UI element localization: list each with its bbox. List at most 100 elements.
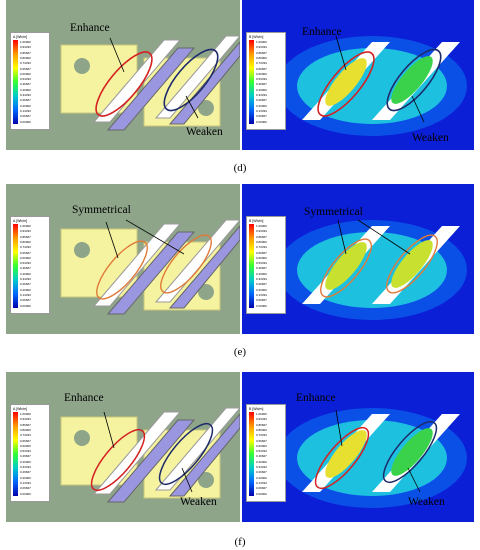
symmetric-ellipse-1 xyxy=(320,238,372,298)
legend-value: 0.06667 xyxy=(256,114,267,119)
legend-value: 0.13333 xyxy=(256,292,267,297)
legend-value: 0.93333 xyxy=(256,229,267,234)
legend-value: 0.80000 xyxy=(20,239,31,244)
hole-2 xyxy=(198,472,214,488)
weaken-label: Weaken xyxy=(186,126,223,138)
legend-value: 0.20000 xyxy=(20,287,31,292)
legend-value: 0.26667 xyxy=(20,470,31,475)
enhance-pointer xyxy=(335,409,343,447)
legend-value: 1.00000 xyxy=(20,224,31,228)
legend-value: 0.53333 xyxy=(20,77,31,82)
legend-value: 0.40000 xyxy=(256,271,267,276)
legend-value: 0.00000 xyxy=(20,491,31,496)
legend-title: A [Wb/m] xyxy=(13,407,28,411)
symmetric-pointer-1 xyxy=(337,219,347,255)
legend-value: 0.60000 xyxy=(256,71,267,76)
enhance-ellipse xyxy=(317,51,375,117)
purple-bar-1 xyxy=(106,231,196,315)
legend-colorbar xyxy=(249,412,254,496)
purple-bar-1 xyxy=(106,47,196,131)
legend-value: 0.80000 xyxy=(256,427,267,432)
caption-e: (e) xyxy=(233,346,247,358)
legend-value: 0.06667 xyxy=(256,486,267,491)
flux-density-panel-f: B [Wb/m] 1.00000 0.93333 0.86667 0.80000 0.7… xyxy=(242,372,476,522)
legend-colorbar xyxy=(13,224,18,308)
legend-value: 0.53333 xyxy=(20,449,31,454)
legend-value: 0.46667 xyxy=(20,266,31,271)
legend-value: 1.00000 xyxy=(256,224,267,228)
legend-value: 0.13333 xyxy=(256,108,267,113)
legend-value: 0.46667 xyxy=(20,454,31,459)
legend-value: 0.66667 xyxy=(256,250,267,255)
field-mid xyxy=(297,420,447,496)
enhance-label: Enhance xyxy=(64,392,104,404)
legend-value: 0.06667 xyxy=(256,298,267,303)
weaken-ellipse xyxy=(163,48,219,112)
legend-value: 0.66667 xyxy=(20,66,31,71)
hole-1 xyxy=(74,430,90,446)
legend-value: 0.33333 xyxy=(20,465,31,469)
vector-potential-panel-f: A [Wb/m] 1.00000 0.93333 0.86667 0.80000 0.7… xyxy=(6,372,240,522)
legend-colorbar xyxy=(13,40,18,124)
legend-value: 0.93333 xyxy=(20,45,31,50)
legend-value: 0.60000 xyxy=(20,71,31,76)
legend-value: 0.00000 xyxy=(20,303,31,308)
white-bar-1 xyxy=(92,39,182,123)
legend-value: 0.66667 xyxy=(20,250,31,255)
flux-density-panel-d: B [Wb/m] 1.00000 0.93333 0.86667 0.80000 0.7… xyxy=(242,0,476,150)
legend-value: 0.93333 xyxy=(20,417,31,422)
purple-bar-2 xyxy=(168,225,240,309)
enhance-label: Enhance xyxy=(296,392,336,404)
legend-value: 0.53333 xyxy=(20,261,31,266)
legend-value: 0.73333 xyxy=(256,61,267,66)
hot-spot-1 xyxy=(325,430,367,478)
legend-value: 0.26667 xyxy=(256,98,267,103)
legend-value: 0.20000 xyxy=(256,103,267,108)
legend-value: 0.06667 xyxy=(20,114,31,119)
enhance-pointer xyxy=(335,35,347,71)
legend-value: 0.33333 xyxy=(20,277,31,281)
symmetrical-label: Symmetrical xyxy=(72,204,131,216)
legend-e-left: A [Wb/m] 1.00000 0.93333 0.86667 0.80000 0.7… xyxy=(10,216,50,314)
symmetric-ellipse-2 xyxy=(386,234,438,294)
legend-title: A [Wb/m] xyxy=(13,35,28,39)
legend-value: 0.13333 xyxy=(20,480,31,485)
legend-value: 0.40000 xyxy=(256,87,267,92)
legend-value: 0.46667 xyxy=(256,266,267,271)
figure-row-f: A [Wb/m] 1.00000 0.93333 0.86667 0.80000 0.7… xyxy=(6,372,474,522)
legend-value: 1.00000 xyxy=(20,40,31,44)
legend-value: 0.60000 xyxy=(256,255,267,260)
legend-value: 0.93333 xyxy=(20,229,31,234)
hot-spot-2 xyxy=(391,56,433,104)
legend-d-right: B [Wb/m] 1.00000 0.93333 0.86667 0.80000 0.7… xyxy=(246,32,286,130)
legend-value: 0.20000 xyxy=(20,103,31,108)
legend-value: 0.60000 xyxy=(256,443,267,448)
legend-value: 0.53333 xyxy=(256,449,267,454)
enhance-ellipse xyxy=(90,428,146,492)
weaken-pointer xyxy=(411,95,425,123)
enhance-ellipse xyxy=(95,51,153,117)
legend-value: 0.60000 xyxy=(20,443,31,448)
legend-value: 1.00000 xyxy=(20,412,31,416)
legend-value: 0.86667 xyxy=(256,50,267,55)
hot-spot-2 xyxy=(391,240,433,288)
weaken-ellipse xyxy=(386,48,442,112)
legend-e-right: B [Wb/m] 1.00000 0.93333 0.86667 0.80000 0.7… xyxy=(246,216,286,314)
legend-value: 0.13333 xyxy=(256,480,267,485)
legend-value: 0.80000 xyxy=(20,55,31,60)
legend-value: 0.46667 xyxy=(256,454,267,459)
white-bar-2 xyxy=(154,219,240,303)
legend-value: 0.93333 xyxy=(256,45,267,50)
legend-value: 0.40000 xyxy=(20,271,31,276)
hole-2 xyxy=(198,284,214,300)
legend-value: 0.60000 xyxy=(20,255,31,260)
legend-d-left: A [Wb/m] 1.00000 0.93333 0.86667 0.80000 0.7… xyxy=(10,32,50,130)
legend-value: 0.73333 xyxy=(20,61,31,66)
legend-value: 0.73333 xyxy=(20,245,31,250)
legend-value: 0.46667 xyxy=(256,82,267,87)
legend-value: 0.73333 xyxy=(20,433,31,438)
legend-value: 0.00000 xyxy=(256,119,267,124)
hole-1 xyxy=(74,58,90,74)
symmetric-ellipse-1 xyxy=(96,240,148,300)
legend-value: 0.40000 xyxy=(20,87,31,92)
